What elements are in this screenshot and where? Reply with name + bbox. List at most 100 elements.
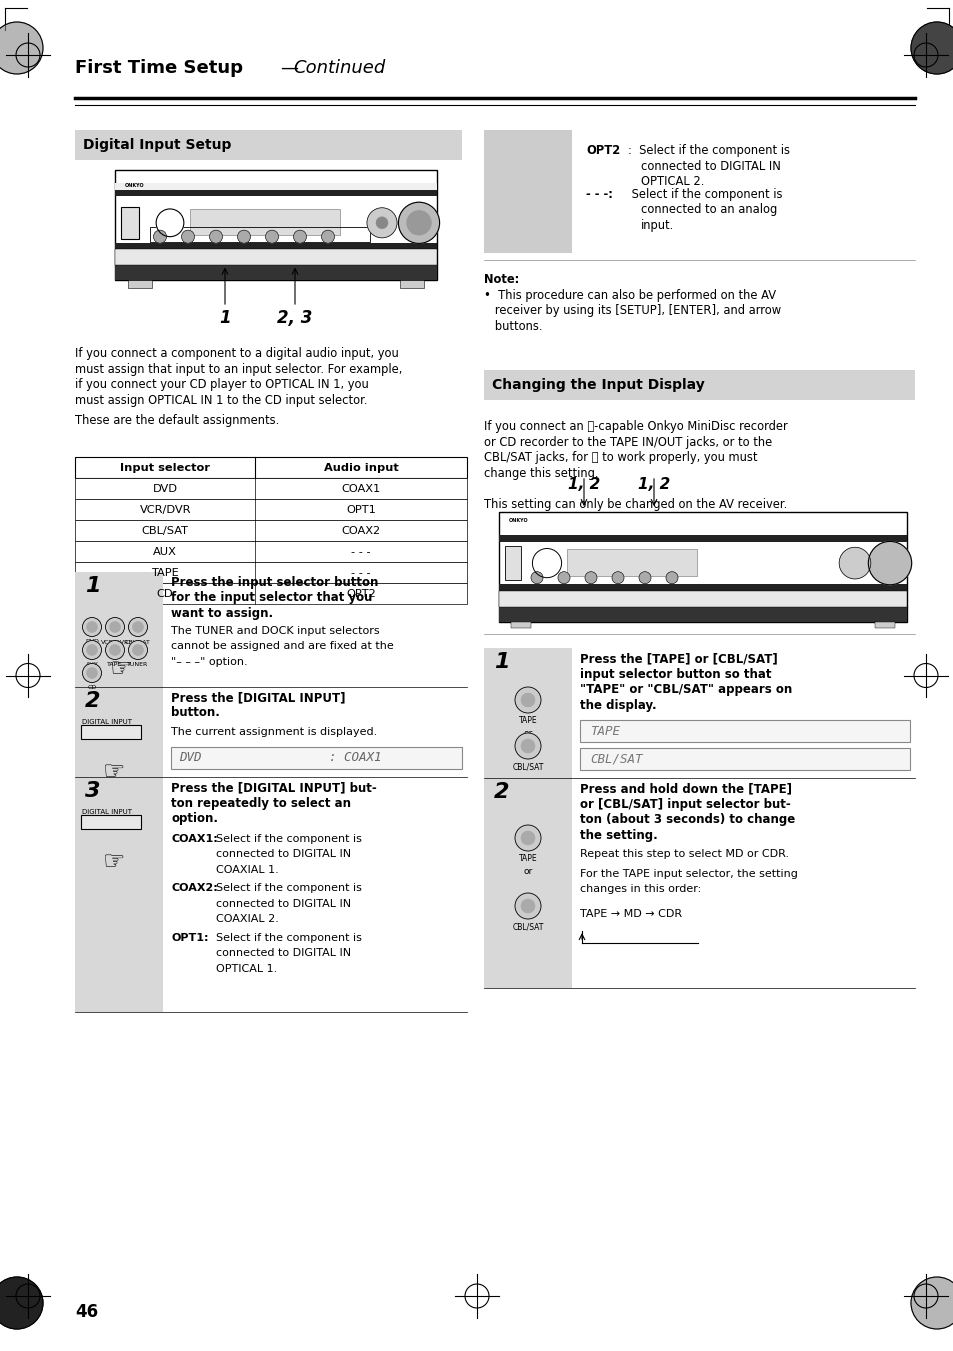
- Circle shape: [87, 621, 97, 632]
- Text: the setting.: the setting.: [579, 828, 657, 842]
- Text: DIGITAL INPUT: DIGITAL INPUT: [82, 809, 132, 815]
- Text: Digital Input Setup: Digital Input Setup: [83, 138, 232, 153]
- Text: 46: 46: [75, 1302, 98, 1321]
- Bar: [511, 621, 531, 628]
- Bar: [128, 280, 152, 288]
- Bar: [75, 499, 467, 520]
- Text: changes in this order:: changes in this order:: [579, 885, 700, 894]
- Bar: [75, 457, 467, 478]
- Text: for the input selector that you: for the input selector that you: [171, 592, 372, 604]
- Text: ton repeatedly to select an: ton repeatedly to select an: [171, 797, 351, 809]
- Bar: [483, 648, 572, 778]
- Circle shape: [406, 211, 431, 235]
- Bar: [81, 725, 141, 739]
- Text: ONKYO: ONKYO: [125, 184, 145, 188]
- Circle shape: [867, 542, 911, 585]
- Bar: [874, 621, 894, 628]
- Bar: [81, 815, 141, 830]
- Text: Repeat this step to select MD or CDR.: Repeat this step to select MD or CDR.: [579, 848, 788, 859]
- Circle shape: [82, 617, 101, 636]
- Text: These are the default assignments.: These are the default assignments.: [75, 413, 279, 427]
- Bar: [75, 130, 461, 159]
- Text: or: or: [523, 867, 532, 875]
- Text: - - -:: - - -:: [585, 188, 612, 201]
- Text: Select if the component is: Select if the component is: [627, 188, 781, 201]
- Bar: [75, 562, 467, 584]
- Circle shape: [0, 22, 43, 74]
- Text: 1, 2: 1, 2: [567, 477, 599, 492]
- Text: TUNER: TUNER: [128, 662, 149, 667]
- Circle shape: [265, 230, 278, 243]
- Text: "TAPE" or "CBL/SAT" appears on: "TAPE" or "CBL/SAT" appears on: [579, 684, 791, 696]
- Text: CD: CD: [88, 685, 96, 690]
- Text: OPTICAL 2.: OPTICAL 2.: [640, 176, 703, 188]
- Text: TAPE → MD → CDR: TAPE → MD → CDR: [579, 909, 681, 919]
- Circle shape: [520, 739, 535, 753]
- Text: option.: option.: [171, 812, 218, 825]
- Circle shape: [375, 216, 388, 228]
- Circle shape: [515, 688, 540, 713]
- Text: - - -: - - -: [351, 567, 371, 577]
- Circle shape: [82, 663, 101, 682]
- Bar: [115, 265, 436, 280]
- Text: receiver by using its [SETUP], [ENTER], and arrow: receiver by using its [SETUP], [ENTER], …: [483, 304, 781, 317]
- Text: must assign OPTICAL IN 1 to the CD input selector.: must assign OPTICAL IN 1 to the CD input…: [75, 393, 367, 407]
- Circle shape: [181, 230, 194, 243]
- Bar: [579, 720, 909, 742]
- Text: Continued: Continued: [293, 59, 385, 77]
- Circle shape: [210, 230, 222, 243]
- Circle shape: [294, 230, 306, 243]
- Text: connected to DIGITAL IN: connected to DIGITAL IN: [215, 850, 351, 859]
- Circle shape: [153, 230, 167, 243]
- Text: or [CBL/SAT] input selector but-: or [CBL/SAT] input selector but-: [579, 797, 790, 811]
- Text: AUX: AUX: [153, 547, 177, 557]
- Circle shape: [237, 230, 251, 243]
- Text: Press the [TAPE] or [CBL/SAT]: Press the [TAPE] or [CBL/SAT]: [579, 653, 777, 665]
- Circle shape: [520, 898, 535, 913]
- Text: the display.: the display.: [579, 698, 656, 712]
- Text: CBL/SAT jacks, for Ⓛ to work properly, you must: CBL/SAT jacks, for Ⓛ to work properly, y…: [483, 451, 757, 463]
- Text: CBL/SAT: CBL/SAT: [125, 639, 151, 644]
- Text: TAPE: TAPE: [518, 854, 537, 863]
- Circle shape: [910, 22, 953, 74]
- Bar: [498, 512, 906, 621]
- Text: The current assignment is displayed.: The current assignment is displayed.: [171, 727, 376, 736]
- Circle shape: [612, 571, 623, 584]
- Text: COAX2:: COAX2:: [171, 884, 217, 893]
- Circle shape: [558, 571, 569, 584]
- Text: Press the input selector button: Press the input selector button: [171, 576, 378, 589]
- Circle shape: [87, 644, 97, 655]
- Text: OPT2: OPT2: [585, 145, 619, 157]
- Text: : COAX1: : COAX1: [329, 751, 381, 765]
- Text: connected to DIGITAL IN: connected to DIGITAL IN: [640, 159, 781, 173]
- Text: TAPE: TAPE: [589, 724, 619, 738]
- Circle shape: [156, 209, 184, 236]
- Text: Note:: Note:: [483, 273, 518, 286]
- Text: DVD: DVD: [179, 751, 201, 765]
- Circle shape: [639, 571, 650, 584]
- Text: COAX1: COAX1: [341, 484, 380, 493]
- Text: 2, 3: 2, 3: [277, 309, 313, 327]
- Text: change this setting.: change this setting.: [483, 466, 598, 480]
- Bar: [498, 584, 906, 592]
- Bar: [75, 520, 467, 540]
- Bar: [190, 209, 339, 235]
- Circle shape: [0, 1277, 43, 1329]
- Text: CD: CD: [156, 589, 173, 598]
- Bar: [75, 584, 467, 604]
- Circle shape: [531, 571, 542, 584]
- Circle shape: [129, 617, 148, 636]
- Text: "– – –" option.: "– – –" option.: [171, 657, 248, 666]
- Text: connected to DIGITAL IN: connected to DIGITAL IN: [215, 948, 351, 958]
- Bar: [504, 546, 520, 580]
- Text: Select if the component is: Select if the component is: [215, 834, 361, 844]
- Text: TAPE: TAPE: [152, 567, 179, 577]
- Text: •  This procedure can also be performed on the AV: • This procedure can also be performed o…: [483, 289, 776, 301]
- Text: Changing the Input Display: Changing the Input Display: [492, 378, 704, 392]
- Text: Audio input: Audio input: [323, 462, 398, 473]
- Text: or CD recorder to the TAPE IN/OUT jacks, or to the: or CD recorder to the TAPE IN/OUT jacks,…: [483, 435, 771, 449]
- Bar: [566, 549, 697, 576]
- Text: COAX1:: COAX1:: [171, 834, 217, 844]
- Text: buttons.: buttons.: [483, 319, 542, 332]
- Circle shape: [110, 621, 120, 632]
